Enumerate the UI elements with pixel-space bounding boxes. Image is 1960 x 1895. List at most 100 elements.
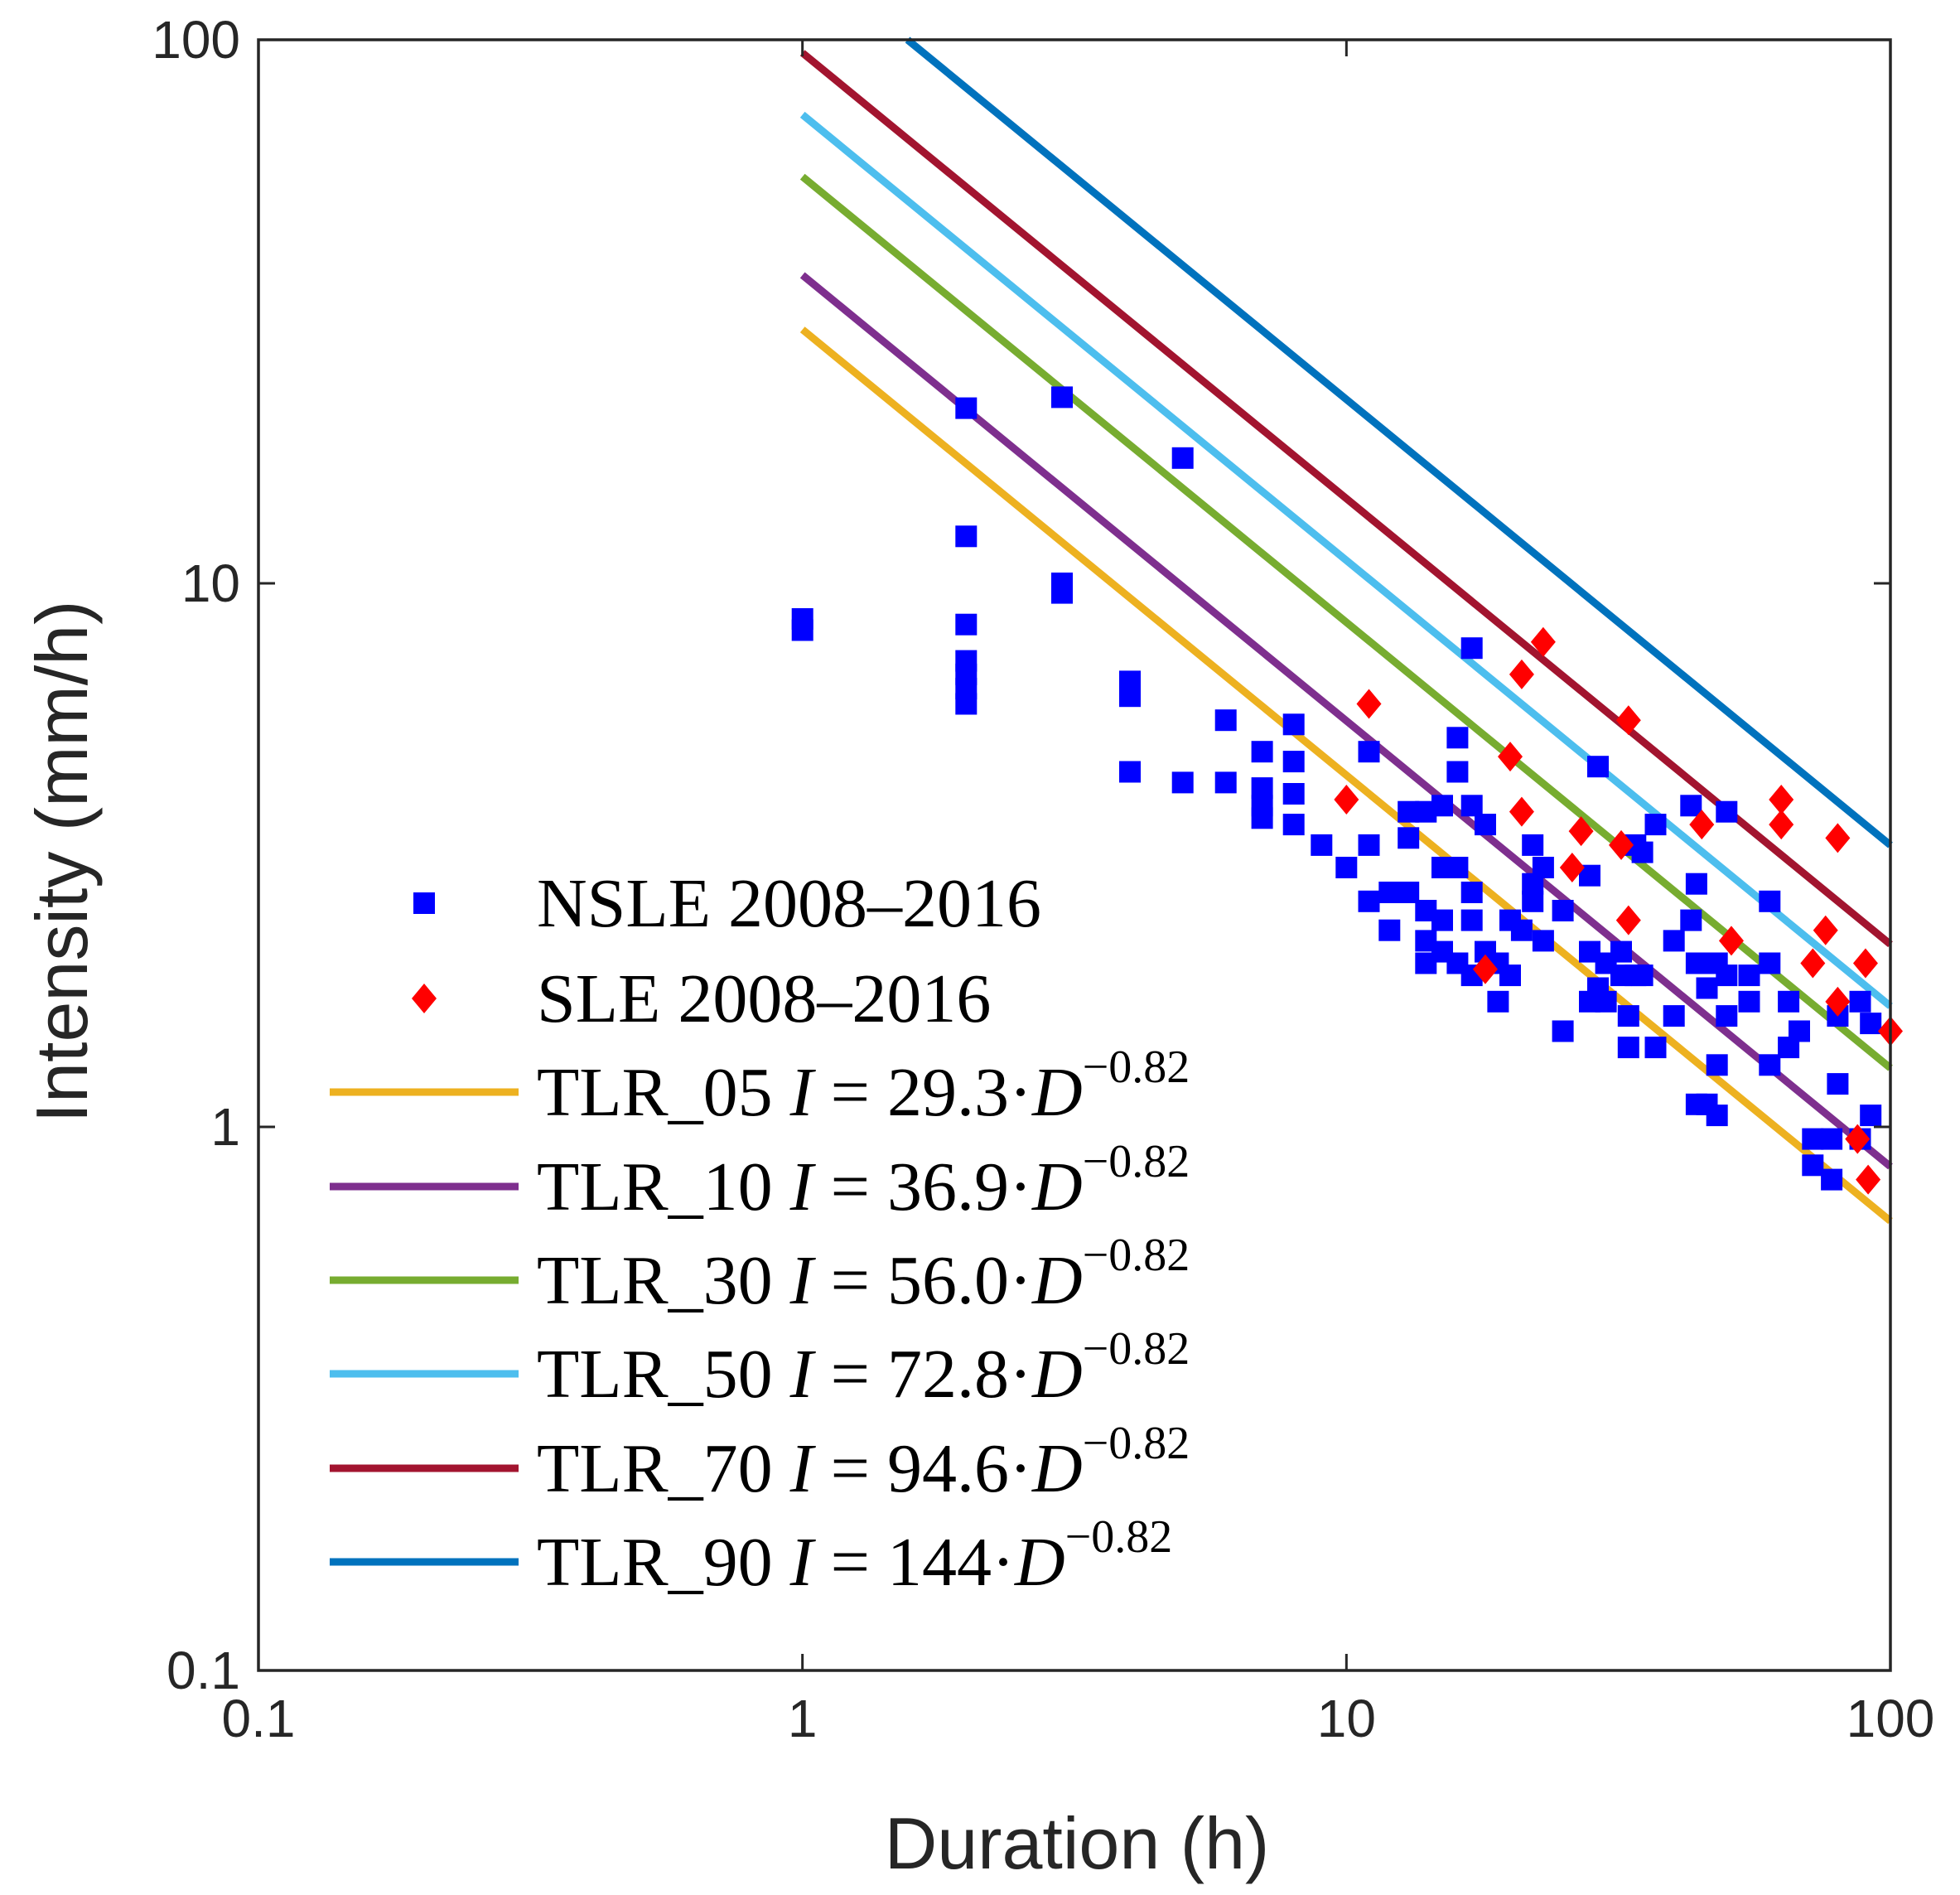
nsle-point: [1051, 582, 1073, 604]
nsle-point: [1617, 1037, 1639, 1059]
nsle-point: [1487, 990, 1509, 1013]
nsle-point: [1214, 771, 1237, 794]
nsle-point: [1446, 857, 1469, 878]
nsle-point: [1644, 1037, 1667, 1059]
sle-point: [1852, 948, 1878, 979]
nsle-point: [1631, 841, 1653, 863]
sle-point: [1472, 954, 1498, 984]
legend-label-nsle-2008-2016: NSLE 2008–2016: [537, 865, 1041, 942]
nsle-point: [1821, 1128, 1843, 1150]
y-tick-label: 0.1: [167, 1641, 240, 1700]
nsle-point: [1335, 857, 1358, 878]
sle-point: [1769, 810, 1794, 840]
nsle-point: [1706, 1105, 1728, 1127]
sle-point: [1609, 829, 1634, 860]
nsle-point: [1051, 386, 1073, 408]
nsle-point: [1716, 1005, 1738, 1027]
legend-label-tlr-10: TLR_10 I = 36.9·D−0.82: [537, 1136, 1190, 1225]
nsle-point: [791, 608, 813, 630]
nsle-point: [955, 525, 978, 548]
nsle-point: [1311, 834, 1333, 856]
nsle-point: [1431, 909, 1453, 931]
nsle-point: [1378, 882, 1401, 903]
x-tick-label: 10: [1317, 1689, 1376, 1748]
nsle-point: [1398, 882, 1420, 903]
nsle-point: [1595, 990, 1617, 1013]
legend-label-tlr-50: TLR_50 I = 72.8·D−0.82: [537, 1323, 1190, 1413]
sle-point: [1856, 1164, 1881, 1195]
nsle-point: [1789, 1020, 1810, 1042]
sle-point: [1825, 986, 1851, 1017]
nsle-point: [1617, 1005, 1639, 1027]
nsle-point: [1460, 637, 1483, 660]
nsle-point: [1171, 447, 1194, 469]
nsle-point: [1378, 919, 1401, 941]
nsle-point: [1552, 1020, 1574, 1042]
nsle-point: [1499, 964, 1521, 987]
sle-point: [1530, 626, 1556, 657]
x-tick-label: 1: [788, 1689, 818, 1748]
sle-point: [1769, 785, 1794, 815]
nsle-point: [1251, 741, 1273, 763]
sle-point: [1718, 926, 1744, 956]
series-line-tlr-30: [799, 173, 1893, 1071]
nsle-point: [1680, 909, 1702, 931]
x-tick-label: 100: [1847, 1689, 1935, 1748]
sle-point: [1509, 796, 1534, 827]
nsle-point: [1860, 1013, 1882, 1035]
legend-label-tlr-70: TLR_70 I = 94.6·D−0.82: [537, 1418, 1190, 1507]
y-tick-label: 1: [210, 1097, 240, 1157]
nsle-point: [1610, 940, 1632, 963]
nsle-point: [1398, 827, 1420, 849]
y-axis-label: Intensity (mm/h): [21, 601, 103, 1124]
nsle-point: [1251, 807, 1273, 829]
nsle-point: [1821, 1168, 1843, 1191]
nsle-point: [1475, 814, 1496, 836]
legend-marker-nsle: [413, 892, 435, 914]
axes: 0.1 1 10 100 0.1 1 10 100: [152, 10, 1934, 1748]
nsle-point: [1358, 890, 1380, 912]
nsle-point: [1522, 890, 1544, 912]
sle-point: [1559, 853, 1585, 883]
sle-point: [1615, 705, 1641, 736]
nsle-point: [1431, 795, 1453, 817]
sle-point: [1825, 823, 1851, 853]
nsle-point: [1663, 930, 1685, 952]
nsle-point: [1171, 771, 1194, 794]
sle-point: [1356, 689, 1382, 719]
series-line-tlr-50: [799, 111, 1893, 1009]
sle-point: [1845, 1124, 1871, 1154]
nsle-point: [1282, 751, 1305, 773]
sle-point: [1509, 659, 1534, 689]
sle-point: [1813, 915, 1838, 945]
nsle-point: [1282, 814, 1305, 836]
nsle-point: [1860, 1105, 1882, 1127]
nsle-point: [1532, 857, 1554, 878]
nsle-point: [1644, 814, 1667, 836]
sle-point: [1800, 948, 1826, 979]
series-line-tlr-90: [905, 36, 1893, 848]
x-tick-label: 0.1: [222, 1689, 296, 1748]
legend-marker-sle: [412, 984, 437, 1013]
nsle-point: [1532, 930, 1554, 952]
nsle-point: [1706, 1054, 1728, 1076]
nsle-point: [1738, 990, 1760, 1013]
nsle-point: [1827, 1073, 1849, 1095]
legend-label-sle-2008-2016: SLE 2008–2016: [537, 960, 991, 1037]
nsle-point: [1849, 990, 1871, 1013]
nsle-point: [1460, 909, 1483, 931]
nsle-point: [1460, 795, 1483, 817]
nsle-point: [1510, 919, 1533, 941]
nsle-point: [1716, 964, 1738, 987]
nsle-point: [1214, 709, 1237, 732]
y-tick-label: 10: [181, 554, 240, 613]
legend-label-tlr-90: TLR_90 I = 144·D−0.82: [537, 1511, 1172, 1601]
plot-area: [791, 36, 1903, 1225]
nsle-point: [1358, 741, 1380, 763]
nsle-point: [955, 613, 978, 636]
nsle-point: [1587, 756, 1609, 778]
y-tick-label: 100: [152, 10, 240, 70]
